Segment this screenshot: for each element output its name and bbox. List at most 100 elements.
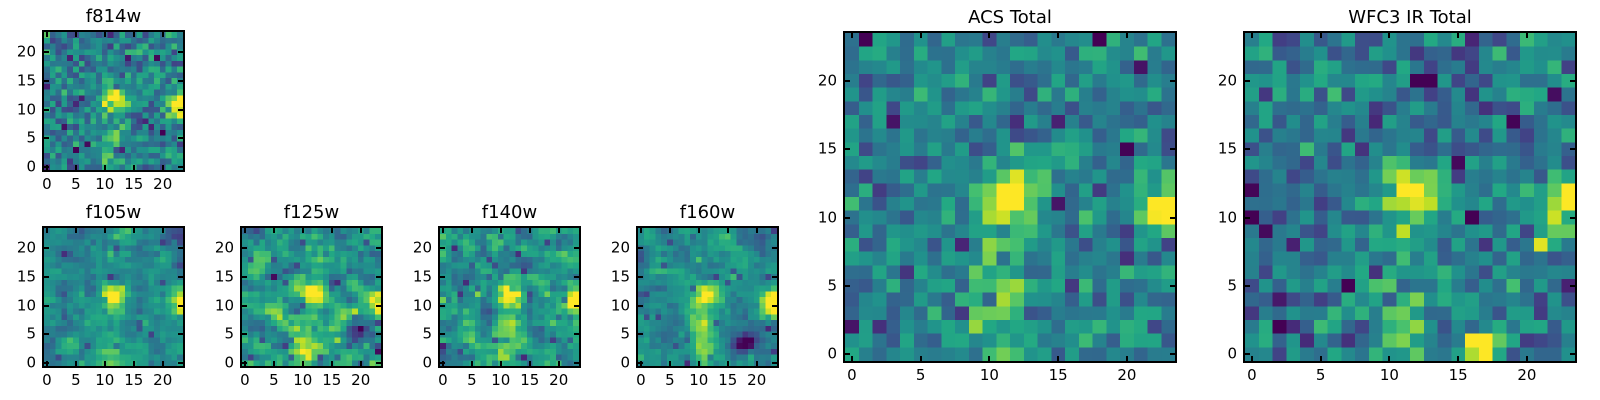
tick-mark	[988, 33, 991, 38]
tick-mark	[772, 362, 777, 365]
y-tick-label: 15	[610, 267, 630, 286]
tick-mark	[574, 304, 579, 307]
tick-mark	[242, 275, 247, 278]
tick-mark	[638, 333, 643, 336]
tick-mark	[1057, 33, 1060, 38]
panel-title: ACS Total	[968, 7, 1052, 29]
tick-mark	[470, 228, 473, 233]
tick-mark	[178, 333, 183, 336]
tick-mark	[755, 361, 758, 366]
y-tick-label: 5	[422, 324, 432, 343]
tick-mark	[178, 275, 183, 278]
x-tick-label: 20	[153, 175, 173, 193]
tick-mark	[74, 361, 77, 366]
panel-title: f105w	[85, 202, 142, 224]
tick-mark	[44, 362, 49, 365]
tick-mark	[44, 79, 49, 82]
tick-mark	[242, 333, 247, 336]
tick-mark	[755, 228, 758, 233]
y-tick-label: 20	[412, 238, 432, 257]
tick-mark	[132, 165, 135, 170]
tick-mark	[528, 361, 531, 366]
x-tick-label: 5	[71, 371, 81, 389]
tick-mark	[574, 333, 579, 336]
y-tick-label: 20	[16, 238, 36, 257]
tick-mark	[301, 361, 304, 366]
panel-title: f160w	[679, 202, 736, 224]
x-tick-label: 5	[915, 366, 926, 384]
panel-f125w: f125w 0 5 10 15 20 0 5 10 15 20	[215, 203, 383, 388]
y-tick-label: 5	[26, 324, 36, 343]
panel-f140w: f140w 0 5 10 15 20 0 5 10 15 20	[413, 203, 581, 388]
x-tick-label: 20	[153, 371, 173, 389]
tick-mark	[726, 228, 729, 233]
tick-mark	[1570, 79, 1575, 82]
tick-mark	[44, 333, 49, 336]
tick-mark	[45, 32, 48, 37]
y-tick-label: 5	[26, 128, 36, 147]
x-tick-label: 0	[1247, 366, 1257, 384]
tick-mark	[243, 228, 246, 233]
x-tick-label: 0	[240, 371, 250, 389]
tick-mark	[850, 33, 853, 38]
tick-mark	[178, 166, 183, 169]
x-tick-label: 10	[293, 371, 313, 389]
tick-mark	[1170, 284, 1175, 287]
tick-mark	[103, 165, 106, 170]
panel-f105w: f105w 0 5 10 15 20 0 5 10 15 20	[17, 203, 185, 388]
y-tick-label: 10	[817, 208, 837, 226]
x-tick-label: 10	[979, 366, 999, 384]
tick-mark	[103, 32, 106, 37]
tick-mark	[178, 137, 183, 140]
x-tick-label: 15	[1048, 366, 1068, 384]
tick-mark	[44, 275, 49, 278]
tick-mark	[919, 356, 922, 361]
tick-mark	[178, 108, 183, 111]
x-tick-label: 20	[549, 371, 569, 389]
tick-mark	[772, 304, 777, 307]
tick-mark	[845, 284, 850, 287]
x-tick-label: 20	[1517, 366, 1537, 384]
tick-mark	[330, 361, 333, 366]
tick-mark	[440, 304, 445, 307]
x-tick-label: 15	[124, 175, 144, 193]
panel-wfc3-ir-total: WFC3 IR Total 0 5 10 15 20 0 5 10 15 20	[1218, 8, 1577, 383]
tick-mark	[272, 228, 275, 233]
y-tick-label: 0	[620, 353, 630, 372]
x-tick-label: 10	[689, 371, 709, 389]
tick-mark	[44, 247, 49, 250]
tick-mark	[301, 228, 304, 233]
tick-mark	[1125, 33, 1128, 38]
tick-mark	[1319, 356, 1322, 361]
tick-mark	[132, 228, 135, 233]
panel-acs-total: ACS Total 0 5 10 15 20 0 5 10 15 20	[818, 8, 1177, 383]
y-tick-label: 15	[412, 267, 432, 286]
tick-mark	[845, 79, 850, 82]
tick-mark	[772, 275, 777, 278]
x-tick-label: 5	[71, 175, 81, 193]
tick-mark	[242, 362, 247, 365]
tick-mark	[74, 32, 77, 37]
x-tick-label: 15	[322, 371, 342, 389]
y-tick-label: 0	[26, 157, 36, 176]
tick-mark	[132, 32, 135, 37]
y-tick-label: 10	[214, 296, 234, 315]
tick-mark	[74, 228, 77, 233]
tick-mark	[330, 228, 333, 233]
y-tick-label: 20	[16, 42, 36, 61]
x-tick-label: 0	[42, 175, 52, 193]
tick-mark	[74, 165, 77, 170]
heatmap-f105w	[44, 228, 183, 366]
heatmap-f140w	[440, 228, 579, 366]
tick-mark	[440, 362, 445, 365]
tick-mark	[161, 32, 164, 37]
tick-mark	[845, 216, 850, 219]
tick-mark	[178, 247, 183, 250]
y-tick-label: 20	[610, 238, 630, 257]
tick-mark	[272, 361, 275, 366]
tick-mark	[1388, 356, 1391, 361]
y-tick-label: 0	[224, 353, 234, 372]
tick-mark	[772, 333, 777, 336]
tick-mark	[1250, 356, 1253, 361]
y-tick-label: 5	[827, 276, 837, 295]
